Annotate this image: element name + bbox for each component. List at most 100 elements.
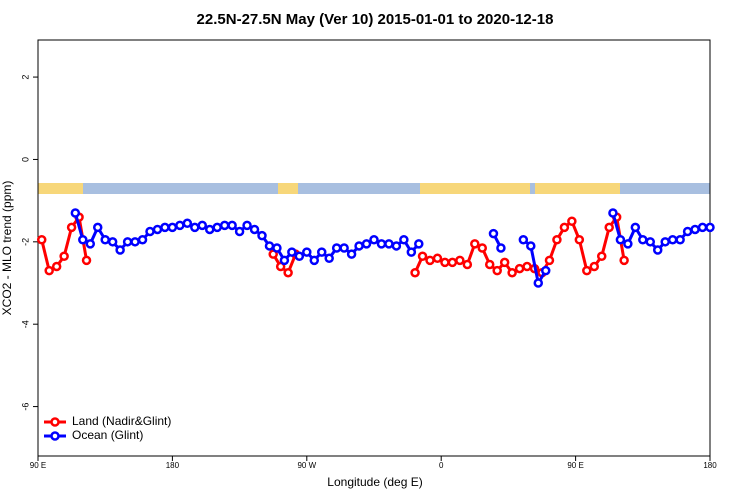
point bbox=[234, 226, 245, 237]
point bbox=[302, 247, 312, 257]
point bbox=[455, 255, 465, 266]
point bbox=[257, 230, 267, 241]
x-tick-label: 180 bbox=[703, 461, 717, 470]
point bbox=[44, 265, 54, 276]
legend-marker bbox=[50, 431, 60, 441]
point bbox=[204, 224, 215, 235]
map-strip bbox=[38, 183, 710, 194]
point bbox=[488, 228, 499, 239]
point bbox=[540, 265, 551, 276]
point bbox=[447, 257, 458, 268]
point bbox=[384, 239, 394, 249]
legend-marker bbox=[50, 417, 60, 427]
point bbox=[361, 239, 372, 249]
point bbox=[81, 255, 92, 266]
point bbox=[544, 255, 555, 266]
point bbox=[272, 243, 282, 253]
y-tick-label: -4 bbox=[20, 320, 30, 328]
point bbox=[477, 243, 488, 253]
point bbox=[533, 278, 544, 288]
point bbox=[115, 245, 125, 255]
point bbox=[264, 241, 275, 251]
point bbox=[619, 255, 629, 266]
point bbox=[682, 226, 693, 237]
point bbox=[638, 235, 648, 245]
point bbox=[219, 220, 230, 231]
point bbox=[145, 226, 155, 237]
x-tick-label: 90 E bbox=[567, 461, 583, 470]
point bbox=[324, 253, 334, 264]
y-tick-label: -2 bbox=[20, 238, 30, 246]
point bbox=[567, 216, 577, 226]
y-tick-label: 2 bbox=[20, 75, 30, 80]
point bbox=[608, 208, 618, 218]
point bbox=[369, 235, 379, 245]
point bbox=[182, 218, 193, 229]
point bbox=[440, 257, 450, 268]
point bbox=[59, 251, 69, 261]
point bbox=[645, 237, 656, 247]
chart-title: 22.5N-27.5N May (Ver 10) 2015-01-01 to 2… bbox=[197, 11, 554, 28]
point bbox=[417, 251, 428, 261]
point bbox=[316, 247, 327, 257]
point bbox=[410, 267, 420, 278]
point bbox=[484, 259, 495, 270]
y-tick-label: -6 bbox=[20, 403, 30, 411]
x-axis-label: Longitude (deg E) bbox=[327, 475, 422, 489]
point bbox=[376, 239, 387, 249]
y-tick-label: 0 bbox=[20, 157, 30, 162]
point bbox=[574, 235, 585, 245]
point bbox=[406, 247, 417, 257]
point bbox=[227, 220, 237, 231]
point bbox=[652, 245, 663, 255]
point bbox=[331, 243, 342, 253]
point bbox=[462, 259, 473, 270]
point bbox=[596, 251, 607, 261]
point bbox=[604, 222, 614, 233]
point bbox=[283, 267, 293, 278]
point bbox=[518, 235, 529, 245]
point bbox=[100, 235, 110, 245]
point bbox=[346, 249, 357, 259]
point bbox=[167, 222, 178, 233]
point bbox=[287, 247, 297, 257]
x-tick-label: 90 E bbox=[30, 461, 46, 470]
point bbox=[615, 235, 626, 245]
point bbox=[70, 208, 81, 218]
point bbox=[582, 265, 592, 276]
point bbox=[499, 257, 510, 268]
point bbox=[559, 222, 570, 233]
point bbox=[160, 222, 170, 233]
point bbox=[85, 239, 96, 249]
point bbox=[589, 261, 600, 272]
point bbox=[294, 251, 305, 261]
point bbox=[249, 224, 260, 235]
point bbox=[242, 220, 252, 231]
point bbox=[492, 265, 502, 276]
point bbox=[279, 255, 290, 266]
point bbox=[339, 243, 349, 253]
point bbox=[152, 224, 163, 235]
y-axis-label: XCO2 - MLO trend (ppm) bbox=[0, 181, 14, 316]
point bbox=[470, 239, 480, 249]
legend-label: Ocean (Glint) bbox=[72, 428, 143, 442]
point bbox=[623, 239, 633, 249]
point bbox=[432, 253, 443, 264]
point bbox=[552, 235, 562, 245]
point bbox=[107, 237, 118, 247]
point bbox=[660, 237, 670, 247]
point bbox=[92, 222, 103, 233]
point bbox=[66, 222, 77, 233]
point bbox=[705, 222, 715, 233]
point bbox=[212, 222, 222, 233]
point bbox=[425, 255, 435, 266]
point bbox=[354, 241, 364, 251]
point bbox=[522, 261, 532, 272]
legend-label: Land (Nadir&Glint) bbox=[72, 414, 171, 428]
plot-frame bbox=[37, 39, 711, 457]
point bbox=[130, 237, 140, 247]
x-tick-label: 180 bbox=[166, 461, 180, 470]
point bbox=[51, 261, 62, 272]
point bbox=[667, 235, 678, 245]
